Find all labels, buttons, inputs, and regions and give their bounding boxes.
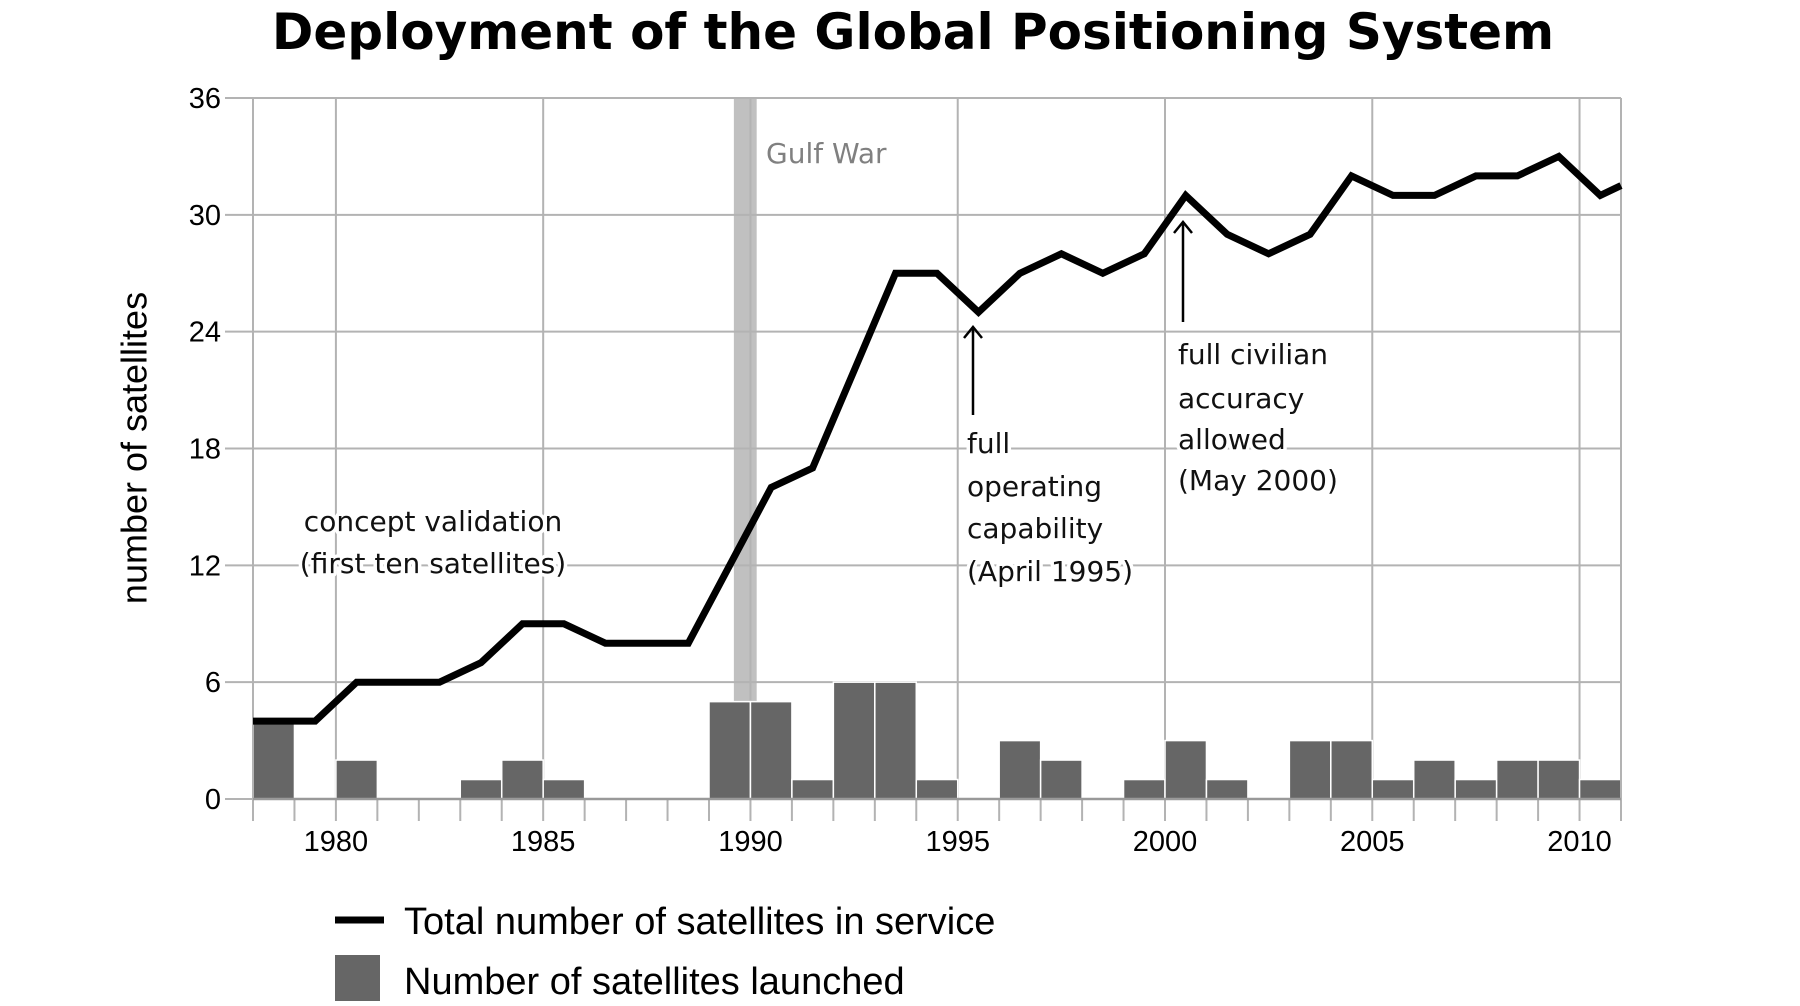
x-tick-label: 1990 bbox=[718, 826, 783, 858]
arrowhead bbox=[963, 325, 983, 339]
annotation-line: operating bbox=[967, 470, 1102, 503]
launch-bar bbox=[1288, 739, 1332, 800]
launch-bar bbox=[1495, 759, 1539, 800]
legend-label-total: Total number of satellites in service bbox=[404, 901, 995, 943]
annotation-full-operating-capability: full operating capability (April 1995) bbox=[963, 325, 1137, 592]
x-tick-label: 2000 bbox=[1133, 826, 1198, 858]
launch-bar bbox=[791, 778, 835, 800]
launch-bar bbox=[832, 681, 876, 800]
launch-bar bbox=[874, 681, 918, 800]
launch-bar bbox=[998, 739, 1042, 800]
launch-bar bbox=[749, 700, 793, 800]
total-satellites-line-layer bbox=[253, 152, 1623, 725]
x-tick-label: 1980 bbox=[304, 826, 369, 858]
plot-frame bbox=[252, 97, 1622, 821]
launch-bar bbox=[915, 778, 959, 800]
annotation-line: allowed bbox=[1178, 423, 1286, 456]
x-tick-label: 2005 bbox=[1340, 826, 1405, 858]
launch-bar bbox=[335, 759, 379, 800]
launch-bar bbox=[459, 778, 503, 800]
gridlines bbox=[225, 97, 1622, 821]
y-tick-label: 18 bbox=[189, 434, 221, 466]
y-tick-label: 6 bbox=[205, 667, 221, 699]
annotation-full-civilian-accuracy: full civilian accuracy allowed (May 2000… bbox=[1173, 220, 1341, 501]
launch-bar bbox=[1578, 778, 1622, 800]
launch-bar bbox=[1164, 739, 1208, 800]
annotation-line: concept validation bbox=[304, 505, 562, 538]
x-tick-label: 2010 bbox=[1547, 826, 1612, 858]
launch-bar bbox=[500, 759, 544, 800]
annotation-line: (May 2000) bbox=[1178, 464, 1338, 497]
annotation-line: (April 1995) bbox=[967, 555, 1133, 588]
launch-bar bbox=[1330, 739, 1374, 800]
launch-bar bbox=[542, 778, 586, 800]
launch-bar bbox=[1371, 778, 1415, 800]
launch-bars bbox=[252, 681, 1622, 800]
launch-bar bbox=[1412, 759, 1456, 800]
gulf-war-label: Gulf War bbox=[766, 137, 887, 170]
total-satellites-line bbox=[253, 152, 1623, 725]
y-tick-label: 36 bbox=[189, 83, 221, 115]
y-tick-label: 24 bbox=[189, 317, 221, 349]
annotation-concept-validation: concept validation (first ten satellites… bbox=[296, 502, 569, 584]
annotation-line: full bbox=[967, 427, 1010, 460]
annotation-line: full civilian bbox=[1178, 338, 1328, 371]
legend: Total number of satellites in service Nu… bbox=[335, 901, 995, 1003]
x-tick-labels: 1980 1985 1990 1995 2000 2005 2010 bbox=[304, 826, 1612, 858]
launch-bar bbox=[708, 700, 752, 800]
launch-bar bbox=[1122, 778, 1166, 800]
annotation-line: accuracy bbox=[1178, 382, 1304, 415]
launch-bar bbox=[1537, 759, 1581, 800]
annotation-line: (first ten satellites) bbox=[300, 547, 566, 580]
arrowhead bbox=[1173, 220, 1193, 234]
launch-bar bbox=[1454, 778, 1498, 800]
y-tick-labels: 0 6 12 18 24 30 36 bbox=[189, 83, 221, 816]
x-tick-label: 1995 bbox=[925, 826, 990, 858]
chart-title: Deployment of the Global Positioning Sys… bbox=[272, 3, 1554, 61]
y-tick-label: 30 bbox=[189, 200, 221, 232]
y-tick-label: 12 bbox=[189, 550, 221, 582]
legend-bar-swatch bbox=[335, 955, 380, 1001]
launch-bar bbox=[252, 720, 296, 800]
launch-bar bbox=[1039, 759, 1083, 800]
y-axis-label: number of satellites bbox=[114, 292, 155, 604]
y-tick-label: 0 bbox=[205, 784, 221, 816]
launch-bar bbox=[1205, 778, 1249, 800]
legend-label-launched: Number of satellites launched bbox=[404, 961, 905, 1003]
annotation-line: capability bbox=[967, 512, 1103, 545]
x-tick-label: 1985 bbox=[511, 826, 576, 858]
